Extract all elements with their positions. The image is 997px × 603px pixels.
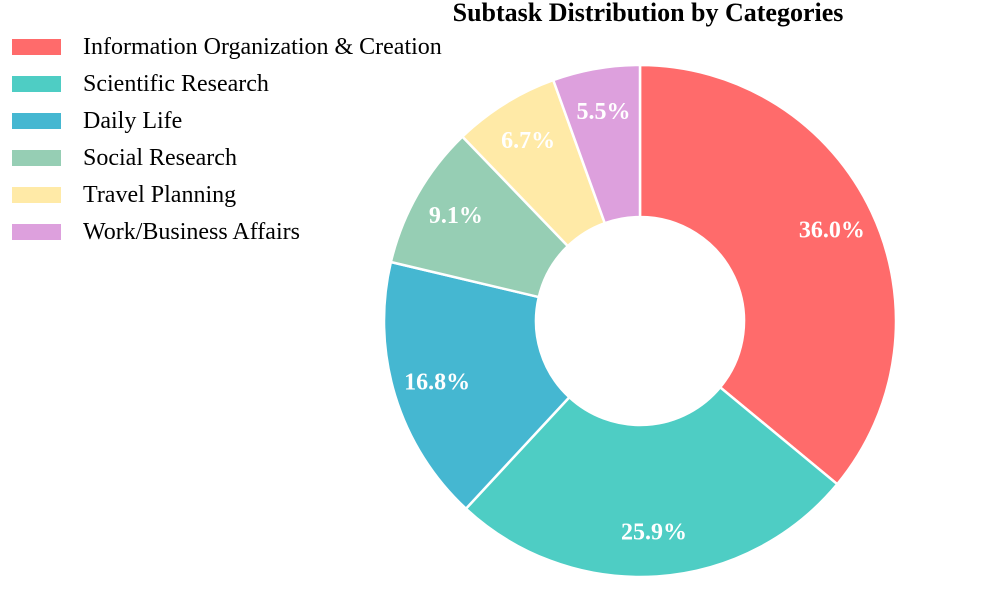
slice-2	[382, 260, 572, 511]
slice-label-3: 9.1%	[429, 203, 483, 229]
slice-5	[551, 63, 642, 225]
legend-label-3: Social Research	[83, 145, 237, 171]
legend-swatch-4	[12, 187, 61, 203]
chart-title: Subtask Distribution by Categories	[453, 0, 844, 27]
legend-swatch-5	[12, 224, 61, 240]
legend: Information Organization & Creation Scien…	[12, 34, 442, 245]
legend-swatch-3	[12, 150, 61, 166]
slice-labels: 36.0% 25.9% 16.8% 9.1% 6.7% 5.5%	[404, 99, 865, 545]
slice-label-2: 16.8%	[404, 370, 470, 396]
legend-swatch-2	[12, 113, 61, 129]
slice-0	[638, 63, 898, 486]
slice-label-4: 6.7%	[501, 128, 555, 154]
donut-slices	[382, 63, 898, 579]
slice-label-1: 25.9%	[621, 520, 687, 546]
legend-label-4: Travel Planning	[83, 182, 236, 208]
legend-label-5: Work/Business Affairs	[83, 219, 300, 245]
slice-label-0: 36.0%	[799, 218, 865, 244]
legend-label-1: Scientific Research	[83, 71, 269, 97]
legend-label-2: Daily Life	[83, 108, 182, 134]
legend-swatch-1	[12, 76, 61, 92]
legend-label-0: Information Organization & Creation	[83, 34, 442, 60]
slice-label-5: 5.5%	[577, 99, 631, 125]
slice-1	[464, 385, 840, 579]
legend-swatch-0	[12, 39, 61, 55]
